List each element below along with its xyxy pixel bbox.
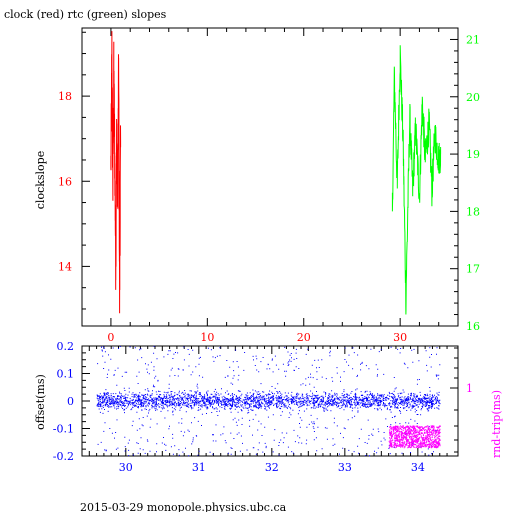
clock-slope-series-line [110,31,122,314]
top-y-tick-label: 16 [58,175,72,188]
bottom-y2-tick-label: 1 [466,382,473,395]
rtc-slope-series-line [391,45,442,315]
top-y-tick-label: 14 [58,260,72,273]
bottom-x-tick-label: 31 [192,461,206,474]
top-y2-tick-label: 20 [466,91,480,104]
bottom-x-tick-label: 32 [265,461,279,474]
bottom-x-tick-label: 34 [411,461,425,474]
top-y2-tick-label: 21 [466,33,480,46]
bottom-chart-axes: 30 31 32 33 34 -0.2 -0.1 0 0.1 0.2 1 [53,340,473,474]
bottom-y-axis-label: offset(ms) [34,374,47,430]
rndtrip-series-points [388,425,441,449]
top-chart-series [110,31,442,315]
footer-text: 2015-03-29 monopole.physics.ubc.ca [80,501,287,512]
top-chart-title: clock (red) rtc (green) slopes [4,8,167,21]
top-y2-tick-label: 19 [466,148,480,161]
top-y2-tick-label: 17 [466,263,480,276]
bottom-y2-axis-label: rnd-trip(ms) [490,390,503,458]
top-y2-tick-label: 16 [466,320,480,333]
bottom-y-tick-label: 0.2 [57,340,75,353]
bottom-x-tick-label: 30 [119,461,133,474]
bottom-y-tick-label: -0.1 [53,423,74,436]
top-x-tick-label: 20 [297,331,311,344]
top-chart-axes: 0 10 20 30 14 16 18 16 17 18 19 20 21 [58,28,480,344]
top-y-axis-label: clockslope [34,151,47,209]
top-y-tick-label: 18 [58,90,72,103]
top-x-tick-label: 0 [107,331,114,344]
top-x-tick-label: 30 [393,331,407,344]
bottom-chart-series [96,345,441,457]
top-y2-tick-label: 18 [466,205,480,218]
top-x-tick-label: 10 [200,331,214,344]
bottom-y-tick-label: 0.1 [57,368,75,381]
top-chart-frame [81,27,459,327]
bottom-y-tick-label: -0.2 [53,450,74,463]
bottom-y-tick-label: 0 [67,395,74,408]
offset-series-points [96,345,441,457]
bottom-x-tick-label: 33 [338,461,352,474]
